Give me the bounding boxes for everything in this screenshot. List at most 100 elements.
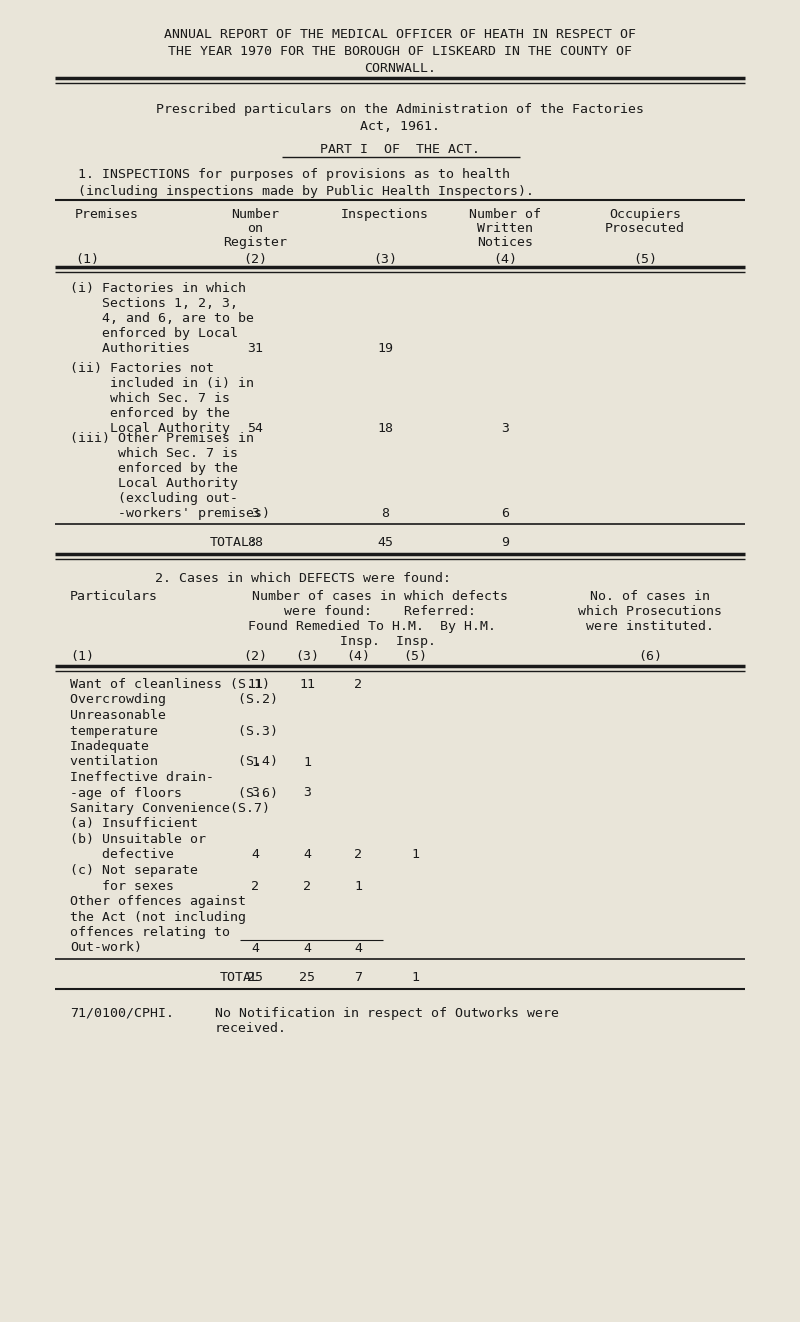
Text: the Act (not including: the Act (not including xyxy=(70,911,246,924)
Text: 7: 7 xyxy=(354,970,362,984)
Text: Written: Written xyxy=(477,222,533,235)
Text: 1: 1 xyxy=(303,755,311,768)
Text: PART I  OF  THE ACT.: PART I OF THE ACT. xyxy=(320,143,480,156)
Text: (1): (1) xyxy=(70,650,94,664)
Text: (iii) Other Premises in: (iii) Other Premises in xyxy=(70,432,254,446)
Text: (c) Not separate: (c) Not separate xyxy=(70,865,198,876)
Text: 45: 45 xyxy=(377,535,393,549)
Text: 2. Cases in which DEFECTS were found:: 2. Cases in which DEFECTS were found: xyxy=(155,572,451,586)
Text: enforced by the: enforced by the xyxy=(70,461,238,475)
Text: for sexes: for sexes xyxy=(70,879,174,892)
Text: CORNWALL.: CORNWALL. xyxy=(364,62,436,75)
Text: 71/0100/CPHI.: 71/0100/CPHI. xyxy=(70,1007,174,1021)
Text: (i) Factories in which: (i) Factories in which xyxy=(70,282,246,295)
Text: Out-work): Out-work) xyxy=(70,941,142,954)
Text: (b) Unsuitable or: (b) Unsuitable or xyxy=(70,833,206,846)
Text: ventilation          (S.4): ventilation (S.4) xyxy=(70,755,278,768)
Text: 2: 2 xyxy=(354,849,362,862)
Text: 4: 4 xyxy=(303,941,311,954)
Text: (a) Insufficient: (a) Insufficient xyxy=(70,817,198,830)
Text: (4): (4) xyxy=(346,650,370,664)
Text: Number of: Number of xyxy=(469,208,541,221)
Text: (1): (1) xyxy=(75,253,99,266)
Text: were instituted.: were instituted. xyxy=(586,620,714,633)
Text: were found:    Referred:: were found: Referred: xyxy=(284,605,476,617)
Text: on: on xyxy=(247,222,263,235)
Text: Want of cleanliness (S.1): Want of cleanliness (S.1) xyxy=(70,678,270,691)
Text: Occupiers: Occupiers xyxy=(609,208,681,221)
Text: enforced by the: enforced by the xyxy=(70,407,230,420)
Text: 54: 54 xyxy=(247,422,263,435)
Text: enforced by Local: enforced by Local xyxy=(70,327,238,340)
Text: Number: Number xyxy=(231,208,279,221)
Text: (6): (6) xyxy=(638,650,662,664)
Text: 2: 2 xyxy=(354,678,362,691)
Text: Sanitary Convenience(S.7): Sanitary Convenience(S.7) xyxy=(70,802,270,814)
Text: 2: 2 xyxy=(303,879,311,892)
Text: 8: 8 xyxy=(381,508,389,520)
Text: Register: Register xyxy=(223,237,287,249)
Text: ANNUAL REPORT OF THE MEDICAL OFFICER OF HEATH IN RESPECT OF: ANNUAL REPORT OF THE MEDICAL OFFICER OF … xyxy=(164,28,636,41)
Text: 11: 11 xyxy=(299,678,315,691)
Text: (including inspections made by Public Health Inspectors).: (including inspections made by Public He… xyxy=(78,185,534,198)
Text: (ii) Factories not: (ii) Factories not xyxy=(70,362,214,375)
Text: Local Authority: Local Authority xyxy=(70,477,238,490)
Text: Inadequate: Inadequate xyxy=(70,740,150,754)
Text: 1. INSPECTIONS for purposes of provisions as to health: 1. INSPECTIONS for purposes of provision… xyxy=(78,168,510,181)
Text: Premises: Premises xyxy=(75,208,139,221)
Text: Particulars: Particulars xyxy=(70,590,158,603)
Text: 31: 31 xyxy=(247,342,263,356)
Text: 4: 4 xyxy=(251,849,259,862)
Text: 4: 4 xyxy=(354,941,362,954)
Text: 4, and 6, are to be: 4, and 6, are to be xyxy=(70,312,254,325)
Text: Overcrowding         (S.2): Overcrowding (S.2) xyxy=(70,694,278,706)
Text: (3): (3) xyxy=(373,253,397,266)
Text: Unreasonable: Unreasonable xyxy=(70,709,166,722)
Text: 2: 2 xyxy=(251,879,259,892)
Text: Ineffective drain-: Ineffective drain- xyxy=(70,771,214,784)
Text: (excluding out-: (excluding out- xyxy=(70,492,238,505)
Text: Authorities: Authorities xyxy=(70,342,190,356)
Text: included in (i) in: included in (i) in xyxy=(70,377,254,390)
Text: 9: 9 xyxy=(501,535,509,549)
Text: TOTAL:: TOTAL: xyxy=(210,535,258,549)
Text: defective: defective xyxy=(70,849,174,862)
Text: (3): (3) xyxy=(295,650,319,664)
Text: Notices: Notices xyxy=(477,237,533,249)
Text: 3: 3 xyxy=(251,787,259,800)
Text: 25: 25 xyxy=(247,970,263,984)
Text: 4: 4 xyxy=(303,849,311,862)
Text: 19: 19 xyxy=(377,342,393,356)
Text: TOTAL: TOTAL xyxy=(220,970,260,984)
Text: 1: 1 xyxy=(411,849,419,862)
Text: No Notification in respect of Outworks were: No Notification in respect of Outworks w… xyxy=(215,1007,559,1021)
Text: 6: 6 xyxy=(501,508,509,520)
Text: Other offences against: Other offences against xyxy=(70,895,246,908)
Text: 25: 25 xyxy=(299,970,315,984)
Text: received.: received. xyxy=(215,1022,287,1035)
Text: (2): (2) xyxy=(243,253,267,266)
Text: 11: 11 xyxy=(247,678,263,691)
Text: which Sec. 7 is: which Sec. 7 is xyxy=(70,393,230,405)
Text: 18: 18 xyxy=(377,422,393,435)
Text: 4: 4 xyxy=(251,941,259,954)
Text: 88: 88 xyxy=(247,535,263,549)
Text: 3: 3 xyxy=(251,508,259,520)
Text: which Prosecutions: which Prosecutions xyxy=(578,605,722,617)
Text: -age of floors       (S.6): -age of floors (S.6) xyxy=(70,787,278,800)
Text: 1: 1 xyxy=(354,879,362,892)
Text: (2): (2) xyxy=(243,650,267,664)
Text: temperature          (S.3): temperature (S.3) xyxy=(70,724,278,738)
Text: -workers' premises): -workers' premises) xyxy=(70,508,270,520)
Text: THE YEAR 1970 FOR THE BOROUGH OF LISKEARD IN THE COUNTY OF: THE YEAR 1970 FOR THE BOROUGH OF LISKEAR… xyxy=(168,45,632,58)
Text: (5): (5) xyxy=(633,253,657,266)
Text: No. of cases in: No. of cases in xyxy=(590,590,710,603)
Text: offences relating to: offences relating to xyxy=(70,925,230,939)
Text: Found Remedied To H.M.  By H.M.: Found Remedied To H.M. By H.M. xyxy=(248,620,496,633)
Text: Inspections: Inspections xyxy=(341,208,429,221)
Text: (5): (5) xyxy=(403,650,427,664)
Text: which Sec. 7 is: which Sec. 7 is xyxy=(70,447,238,460)
Text: 3: 3 xyxy=(501,422,509,435)
Text: Act, 1961.: Act, 1961. xyxy=(360,120,440,134)
Text: Sections 1, 2, 3,: Sections 1, 2, 3, xyxy=(70,297,238,309)
